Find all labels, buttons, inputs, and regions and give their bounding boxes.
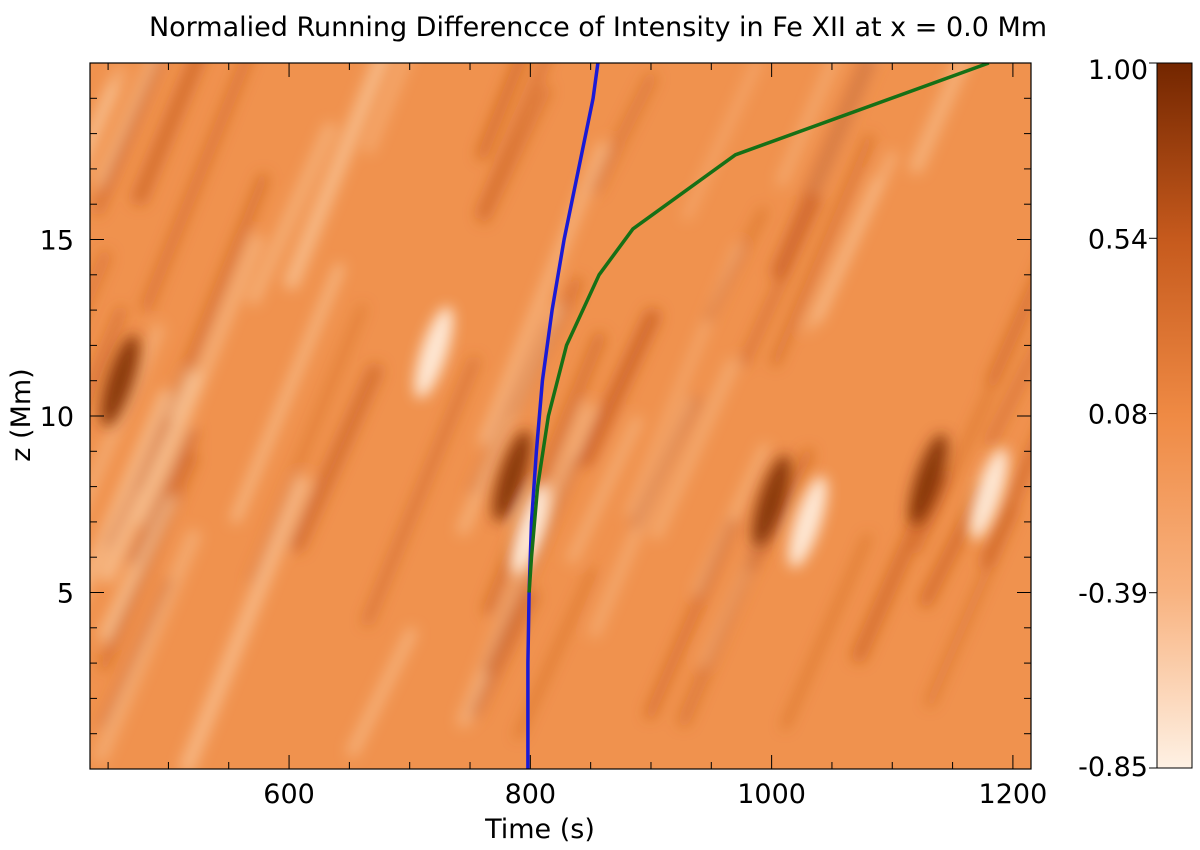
heatmap-stripe	[479, 85, 552, 225]
y-axis-title: z (Mm)	[6, 368, 37, 461]
bright-feature	[414, 306, 454, 399]
heatmap-stripe	[90, 306, 125, 395]
heatmap-stripe	[644, 517, 739, 720]
heatmap-stripe	[90, 65, 127, 159]
colorbar-gradient	[1156, 62, 1193, 769]
heatmap-stripe	[682, 63, 762, 221]
heatmap-stripes	[90, 63, 1031, 769]
heatmap-stripe	[98, 451, 199, 671]
heatmap-stripe	[567, 415, 643, 564]
heatmap-stripe	[804, 176, 881, 333]
heatmap-stripe	[770, 63, 876, 280]
heatmap-stripe	[457, 303, 563, 535]
heatmap-stripe	[92, 63, 165, 215]
heatmap-stripe	[247, 122, 336, 305]
heatmap-stripe	[770, 134, 875, 367]
heatmap-stripe	[467, 589, 539, 719]
dark-feature	[752, 454, 791, 547]
heatmap-area	[90, 63, 1031, 769]
heatmap-stripe	[131, 63, 204, 206]
heatmap-stripe	[289, 363, 383, 553]
heatmap-stripe	[476, 63, 548, 219]
dark-feature	[492, 430, 532, 522]
y-tick-label: 5	[57, 579, 74, 610]
x-tick-label: 1200	[979, 779, 1048, 810]
heatmap-stripe	[90, 323, 165, 505]
heatmap-stripe	[814, 151, 897, 323]
heatmap-stripe	[90, 250, 112, 308]
colorbar-tick-label: 0.08	[1088, 400, 1148, 431]
heatmap-stripe	[98, 495, 175, 642]
heatmap-stripe	[514, 567, 597, 740]
heatmap-stripe	[247, 303, 367, 585]
series-lines	[526, 63, 990, 769]
heatmap-stripe	[179, 475, 310, 769]
heatmap-stripe	[577, 308, 661, 468]
x-axis: 600 800 1000 1200	[107, 63, 1048, 810]
heatmap-stripe	[363, 63, 410, 154]
heatmap-stripe	[99, 369, 201, 583]
colorbar-tick-label: 0.54	[1088, 224, 1148, 255]
colorbar-tick-label: 1.00	[1088, 55, 1148, 86]
heatmap-stripe	[980, 444, 1031, 568]
heatmap-stripe	[93, 528, 201, 763]
heatmap-stripe	[127, 428, 199, 566]
x-tick-label: 1000	[737, 779, 806, 810]
colorbar-ticks: 1.00 0.54 0.08 -0.39 -0.85	[1078, 55, 1157, 783]
chart-title: Normalied Running Differencce of Intensi…	[149, 12, 1047, 43]
y-tick-label: 10	[40, 402, 74, 433]
heatmap-stripe	[704, 207, 768, 324]
bright-feature	[969, 447, 1009, 540]
heatmap-stripe	[98, 577, 173, 729]
y-tick-label: 15	[40, 226, 74, 257]
bright-feature	[788, 476, 828, 568]
heatmap-stripe	[92, 63, 158, 186]
blue-track-line	[526, 63, 600, 769]
heatmap-stripe	[363, 356, 479, 626]
heatmap-stripe	[482, 331, 606, 616]
heatmap-stripe	[914, 388, 994, 554]
heatmap-stripe	[479, 141, 608, 446]
heatmap-stripe	[104, 417, 173, 549]
heatmap-features	[100, 306, 1009, 575]
heatmap-stripe	[740, 196, 822, 367]
heatmap-stripe	[137, 234, 263, 527]
heatmap-stripe	[924, 505, 1019, 708]
heatmap-stripe	[781, 533, 871, 730]
heatmap-stripe	[650, 358, 739, 540]
heatmap-stripe	[140, 63, 252, 312]
heatmap-stripe	[776, 63, 839, 187]
colorbar-tick-label: -0.39	[1078, 579, 1148, 610]
colorbar-tick-label: -0.85	[1078, 752, 1148, 783]
heatmap-stripe	[589, 396, 697, 638]
dark-feature	[100, 334, 140, 427]
y-axis: 5 10 15	[40, 97, 1031, 735]
heatmap-stripe	[986, 280, 1031, 388]
x-tick-label: 600	[263, 779, 315, 810]
heatmap-stripe	[476, 63, 526, 161]
x-tick-label: 800	[505, 779, 557, 810]
heatmap-stripe	[986, 351, 1031, 447]
heatmap-stripe	[231, 263, 344, 524]
x-axis-title: Time (s)	[484, 814, 595, 845]
heatmap-stripe	[589, 72, 658, 195]
dark-feature	[909, 433, 948, 526]
heatmap-stripe	[347, 627, 417, 757]
green-track-line	[527, 63, 990, 593]
heatmap-stripe	[283, 63, 389, 290]
colorbar: 1.00 0.54 0.08 -0.39 -0.85	[1078, 55, 1193, 783]
